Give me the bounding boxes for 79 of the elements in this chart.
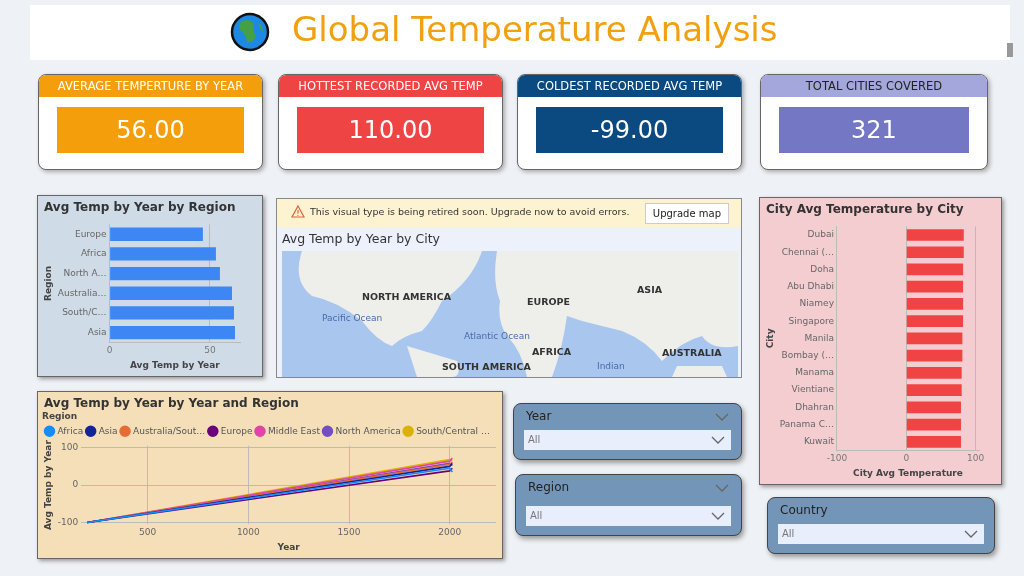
x-axis-title: Avg Temp by Year (129, 359, 221, 370)
text: AUSTRALIA (662, 347, 722, 358)
bar (110, 247, 216, 261)
y-axis-title: City (764, 328, 775, 349)
text: 56.00 (56, 107, 245, 153)
text: Country (780, 503, 828, 517)
y-tick-label: Niamey (799, 298, 835, 309)
upgrade-button: Upgrade map (644, 203, 729, 224)
y-tick-label: Panama C… (779, 418, 834, 429)
y-tick-label: Kuwait (803, 436, 835, 447)
text: EUROPE (527, 296, 571, 307)
y-tick-label: -100 (57, 516, 79, 527)
x-tick-label: 1500 (337, 527, 361, 538)
x-tick-label: 500 (139, 527, 157, 538)
y-tick-label: Singapore (788, 315, 835, 326)
bar (110, 266, 220, 281)
chart-title: Avg Temp by Year by Year and Region (44, 396, 299, 410)
text: Year (526, 409, 552, 423)
text: TOTAL CITIES COVERED (761, 75, 987, 97)
text: This visual type is being retired soon. Upgrade now to avoid errors. (310, 206, 630, 217)
text: Region (528, 480, 570, 494)
x-axis-title: City Avg Temperature (853, 467, 963, 478)
text: All (778, 524, 984, 544)
text: Atlantic Ocean (464, 331, 530, 341)
text: All (526, 506, 731, 526)
legend-label: North America (335, 425, 401, 436)
text: ASIA (637, 284, 663, 295)
bar (110, 306, 234, 320)
text: 110.00 (296, 107, 485, 153)
y-tick-label: Manila (804, 332, 834, 343)
text: Avg Temp by Year by City (282, 231, 440, 246)
legend-title: Region (42, 410, 78, 421)
text: SOUTH AMERICA (442, 361, 531, 372)
y-tick-label: Asia (87, 326, 107, 337)
bar (110, 227, 203, 241)
bar (110, 325, 235, 340)
y-tick-label: Dubai (807, 229, 834, 240)
y-tick-label: Vientiane (791, 384, 835, 395)
bar (110, 286, 232, 300)
chart-title: City Avg Temperature by City (766, 202, 964, 216)
legend-label: Middle East (267, 425, 321, 436)
legend-label: Europe (220, 425, 253, 436)
x-axis-title: Year (276, 541, 301, 552)
text: HOTTEST RECORDED AVG TEMP (279, 75, 502, 97)
text: 321 (779, 107, 969, 153)
legend-label: Australia/Sout… (133, 425, 206, 436)
y-tick-label: Doha (810, 263, 834, 274)
y-axis-title: Region (42, 265, 53, 301)
x-tick-label: 0 (903, 453, 910, 464)
legend-label: South/Central … (416, 425, 490, 436)
y-tick-label: Africa (80, 248, 107, 259)
text: Pacific Ocean (322, 313, 383, 323)
text: All (524, 430, 731, 450)
text: -99.00 (535, 107, 724, 153)
x-tick-label: 50 (204, 345, 216, 356)
chart-title: Avg Temp by Year by Region (44, 200, 236, 214)
y-tick-label: Dhahran (795, 401, 834, 412)
y-tick-label: Bombay (… (781, 349, 834, 360)
y-axis-title: Avg Temp by Year (42, 439, 53, 531)
x-tick-label: 100 (966, 453, 985, 464)
y-tick-label: Abu Dhabi (787, 281, 834, 292)
legend-label: Asia (98, 425, 118, 436)
x-tick-label: 2000 (438, 527, 462, 538)
y-tick-label: South/C… (62, 307, 107, 318)
text: Global Temperature Analysis (292, 9, 778, 49)
y-tick-label: Chennai (… (781, 246, 834, 257)
x-tick-label: 1000 (236, 527, 261, 538)
y-tick-label: Manama (795, 367, 834, 378)
text: NORTH AMERICA (362, 291, 452, 302)
y-tick-label: North A… (63, 267, 107, 278)
y-tick-label: Europe (74, 228, 108, 239)
text: COLDEST RECORDED AVG TEMP (518, 75, 741, 97)
text: AVERAGE TEMPERTURE BY YEAR (39, 75, 262, 97)
text: Indian (597, 361, 625, 371)
y-tick-label: Australia… (57, 287, 107, 298)
x-tick-label: -100 (826, 453, 848, 464)
text: AFRICA (532, 346, 572, 357)
y-tick-label: 0 (72, 479, 79, 490)
y-tick-label: 100 (61, 442, 79, 453)
